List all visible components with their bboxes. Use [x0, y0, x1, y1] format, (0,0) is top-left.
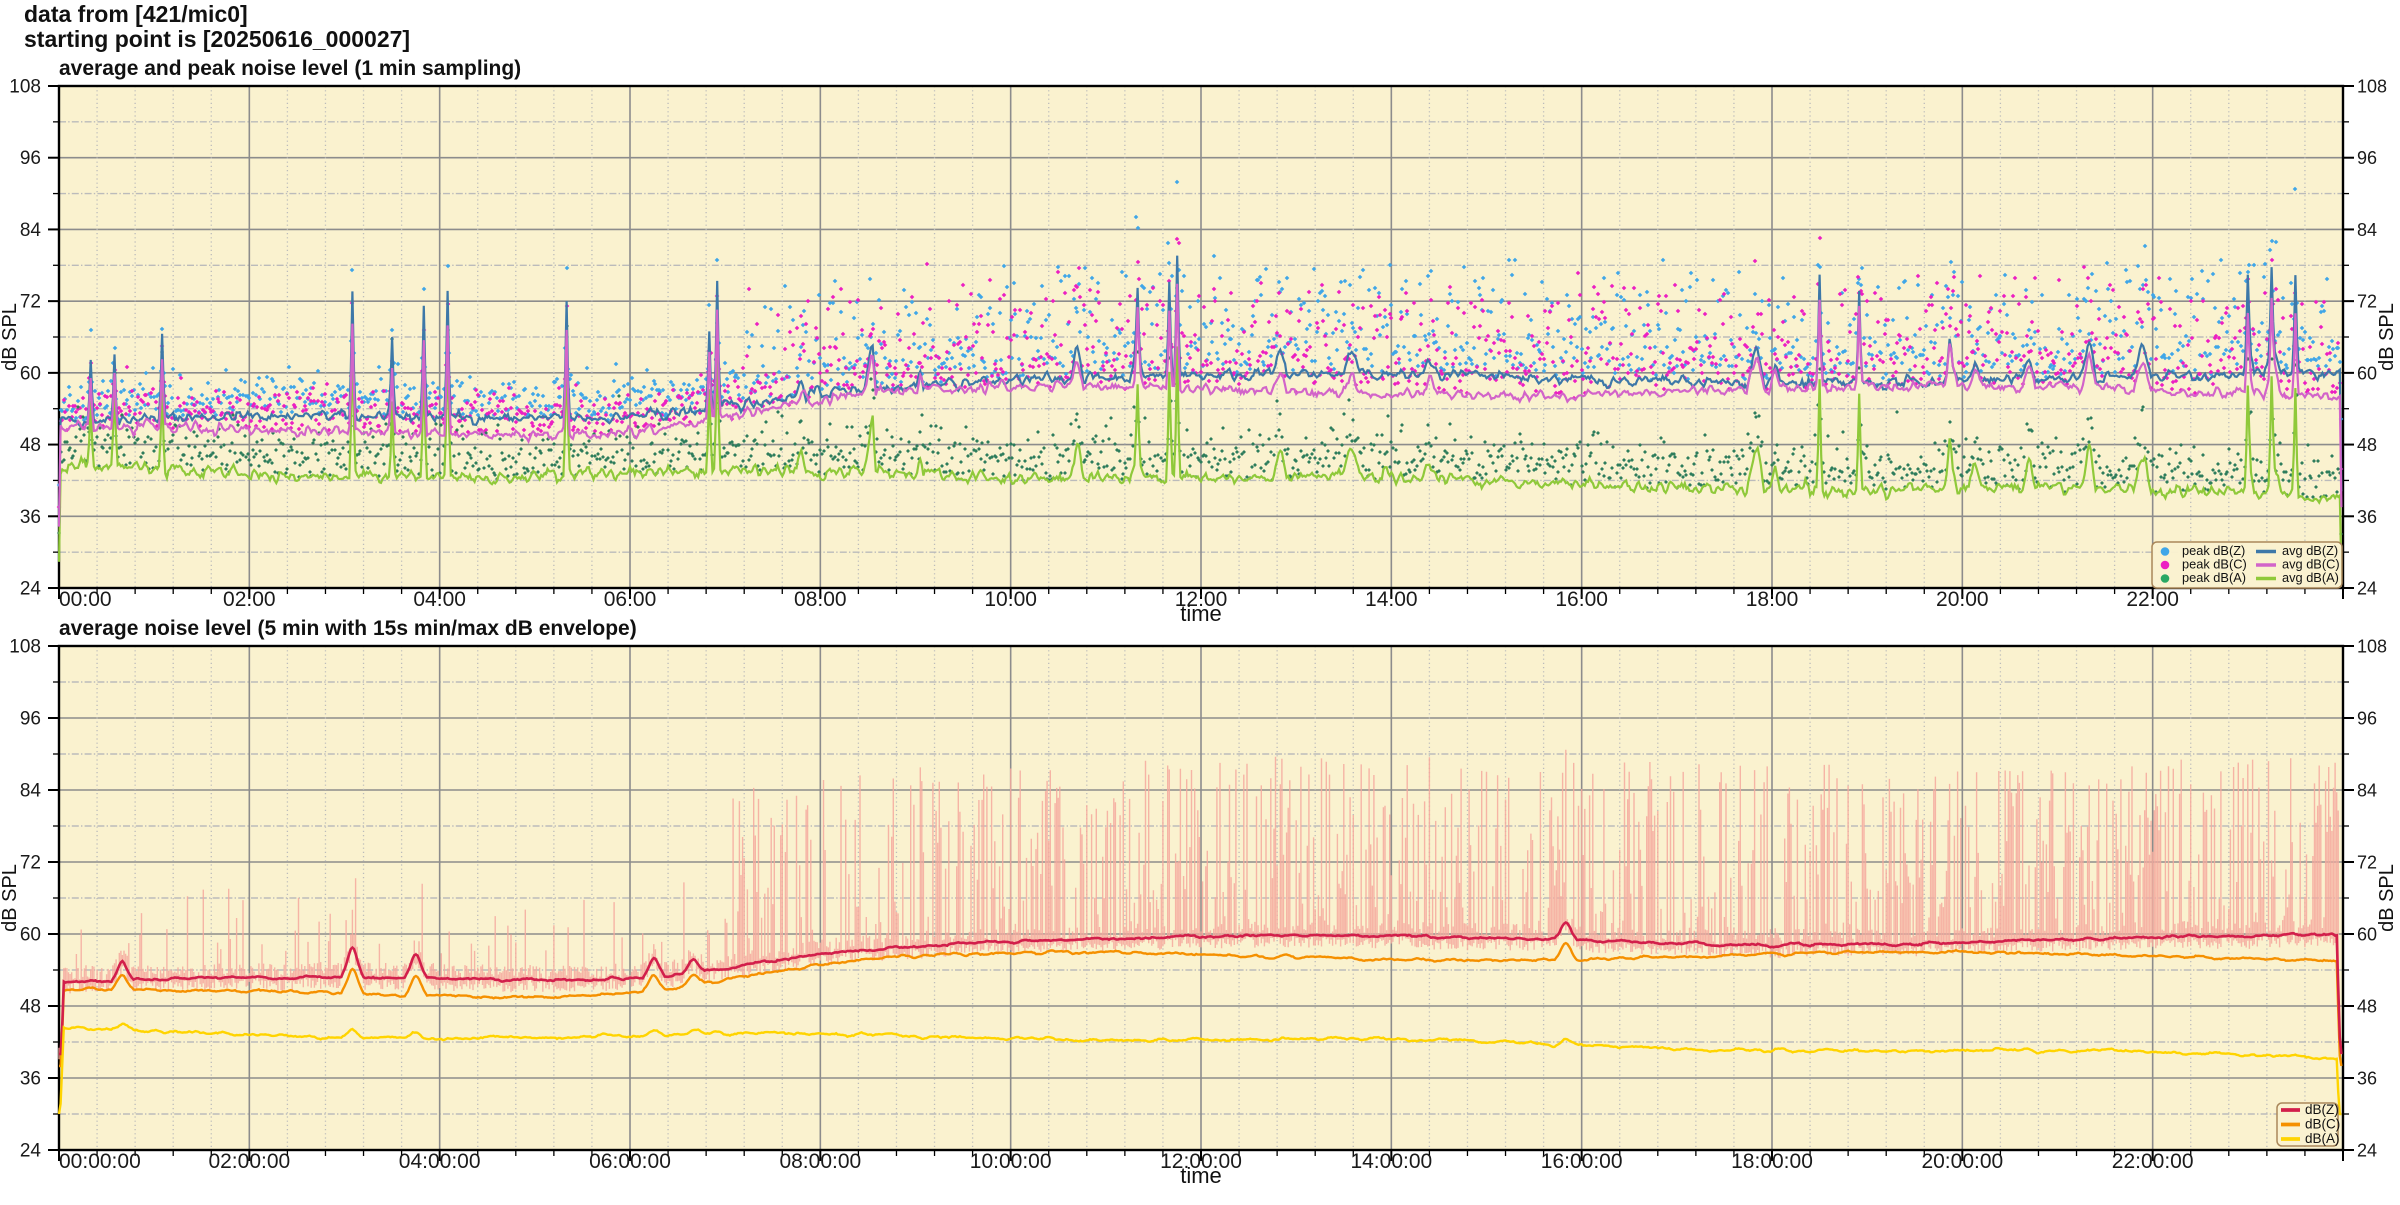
svg-text:24: 24: [2357, 579, 2377, 599]
svg-text:36: 36: [2357, 507, 2377, 527]
svg-text:36: 36: [20, 507, 41, 528]
svg-text:108: 108: [9, 637, 41, 658]
svg-text:dB SPL: dB SPL: [0, 864, 21, 932]
svg-text:00:00: 00:00: [59, 588, 112, 611]
svg-text:04:00: 04:00: [413, 588, 466, 611]
svg-text:dB(C): dB(C): [2305, 1117, 2340, 1132]
svg-text:dB SPL: dB SPL: [2376, 303, 2398, 371]
svg-text:48: 48: [20, 435, 41, 456]
svg-text:84: 84: [2357, 220, 2377, 240]
svg-text:dB(Z): dB(Z): [2305, 1102, 2339, 1117]
svg-text:22:00:00: 22:00:00: [2112, 1150, 2194, 1173]
svg-text:20:00: 20:00: [1936, 588, 1989, 611]
svg-text:72: 72: [2357, 853, 2377, 873]
svg-text:06:00: 06:00: [604, 588, 657, 611]
svg-text:data from [421/mic0]: data from [421/mic0]: [24, 1, 248, 27]
svg-text:dB(A): dB(A): [2305, 1131, 2340, 1146]
svg-text:72: 72: [20, 853, 41, 874]
svg-text:84: 84: [20, 781, 42, 802]
svg-text:22:00: 22:00: [2126, 588, 2179, 611]
svg-text:36: 36: [2357, 1069, 2377, 1089]
svg-text:96: 96: [20, 148, 41, 169]
svg-text:02:00: 02:00: [223, 588, 276, 611]
svg-text:10:00: 10:00: [984, 588, 1037, 611]
svg-text:48: 48: [2357, 997, 2377, 1017]
svg-text:36: 36: [20, 1069, 41, 1090]
svg-text:108: 108: [9, 77, 41, 98]
svg-text:starting point is [20250616_00: starting point is [20250616_000027]: [24, 26, 410, 52]
svg-text:24: 24: [20, 579, 42, 600]
svg-text:08:00:00: 08:00:00: [779, 1150, 861, 1173]
svg-text:48: 48: [20, 997, 41, 1018]
svg-text:06:00:00: 06:00:00: [589, 1150, 671, 1173]
svg-text:average and peak noise level (: average and peak noise level (1 min samp…: [59, 57, 521, 80]
svg-text:time: time: [1180, 1163, 1222, 1188]
svg-text:16:00:00: 16:00:00: [1541, 1150, 1623, 1173]
svg-text:60: 60: [20, 363, 41, 384]
svg-text:18:00:00: 18:00:00: [1731, 1150, 1813, 1173]
svg-text:60: 60: [2357, 363, 2377, 383]
svg-text:96: 96: [20, 709, 41, 730]
svg-text:10:00:00: 10:00:00: [970, 1150, 1052, 1173]
svg-text:16:00: 16:00: [1555, 588, 1608, 611]
svg-text:96: 96: [2357, 148, 2377, 168]
svg-text:avg dB(A): avg dB(A): [2282, 570, 2339, 585]
svg-text:08:00: 08:00: [794, 588, 847, 611]
svg-text:24: 24: [2357, 1141, 2377, 1161]
svg-text:14:00: 14:00: [1365, 588, 1418, 611]
svg-text:48: 48: [2357, 435, 2377, 455]
svg-text:04:00:00: 04:00:00: [399, 1150, 481, 1173]
svg-text:20:00:00: 20:00:00: [1921, 1150, 2003, 1173]
svg-text:average noise level (5 min wit: average noise level (5 min with 15s min/…: [59, 617, 637, 640]
svg-text:peak dB(A): peak dB(A): [2182, 570, 2246, 585]
svg-text:72: 72: [20, 292, 41, 313]
svg-text:dB SPL: dB SPL: [2376, 864, 2398, 932]
svg-text:60: 60: [20, 925, 41, 946]
svg-text:84: 84: [20, 220, 42, 241]
svg-text:00:00:00: 00:00:00: [59, 1150, 141, 1173]
svg-text:84: 84: [2357, 781, 2377, 801]
svg-text:60: 60: [2357, 925, 2377, 945]
svg-text:18:00: 18:00: [1746, 588, 1799, 611]
svg-text:24: 24: [20, 1141, 42, 1162]
svg-text:72: 72: [2357, 292, 2377, 312]
svg-text:108: 108: [2357, 77, 2387, 97]
svg-text:96: 96: [2357, 709, 2377, 729]
svg-text:dB SPL: dB SPL: [0, 303, 21, 371]
svg-text:108: 108: [2357, 637, 2387, 657]
svg-text:02:00:00: 02:00:00: [208, 1150, 290, 1173]
svg-text:14:00:00: 14:00:00: [1350, 1150, 1432, 1173]
svg-text:time: time: [1180, 601, 1222, 626]
